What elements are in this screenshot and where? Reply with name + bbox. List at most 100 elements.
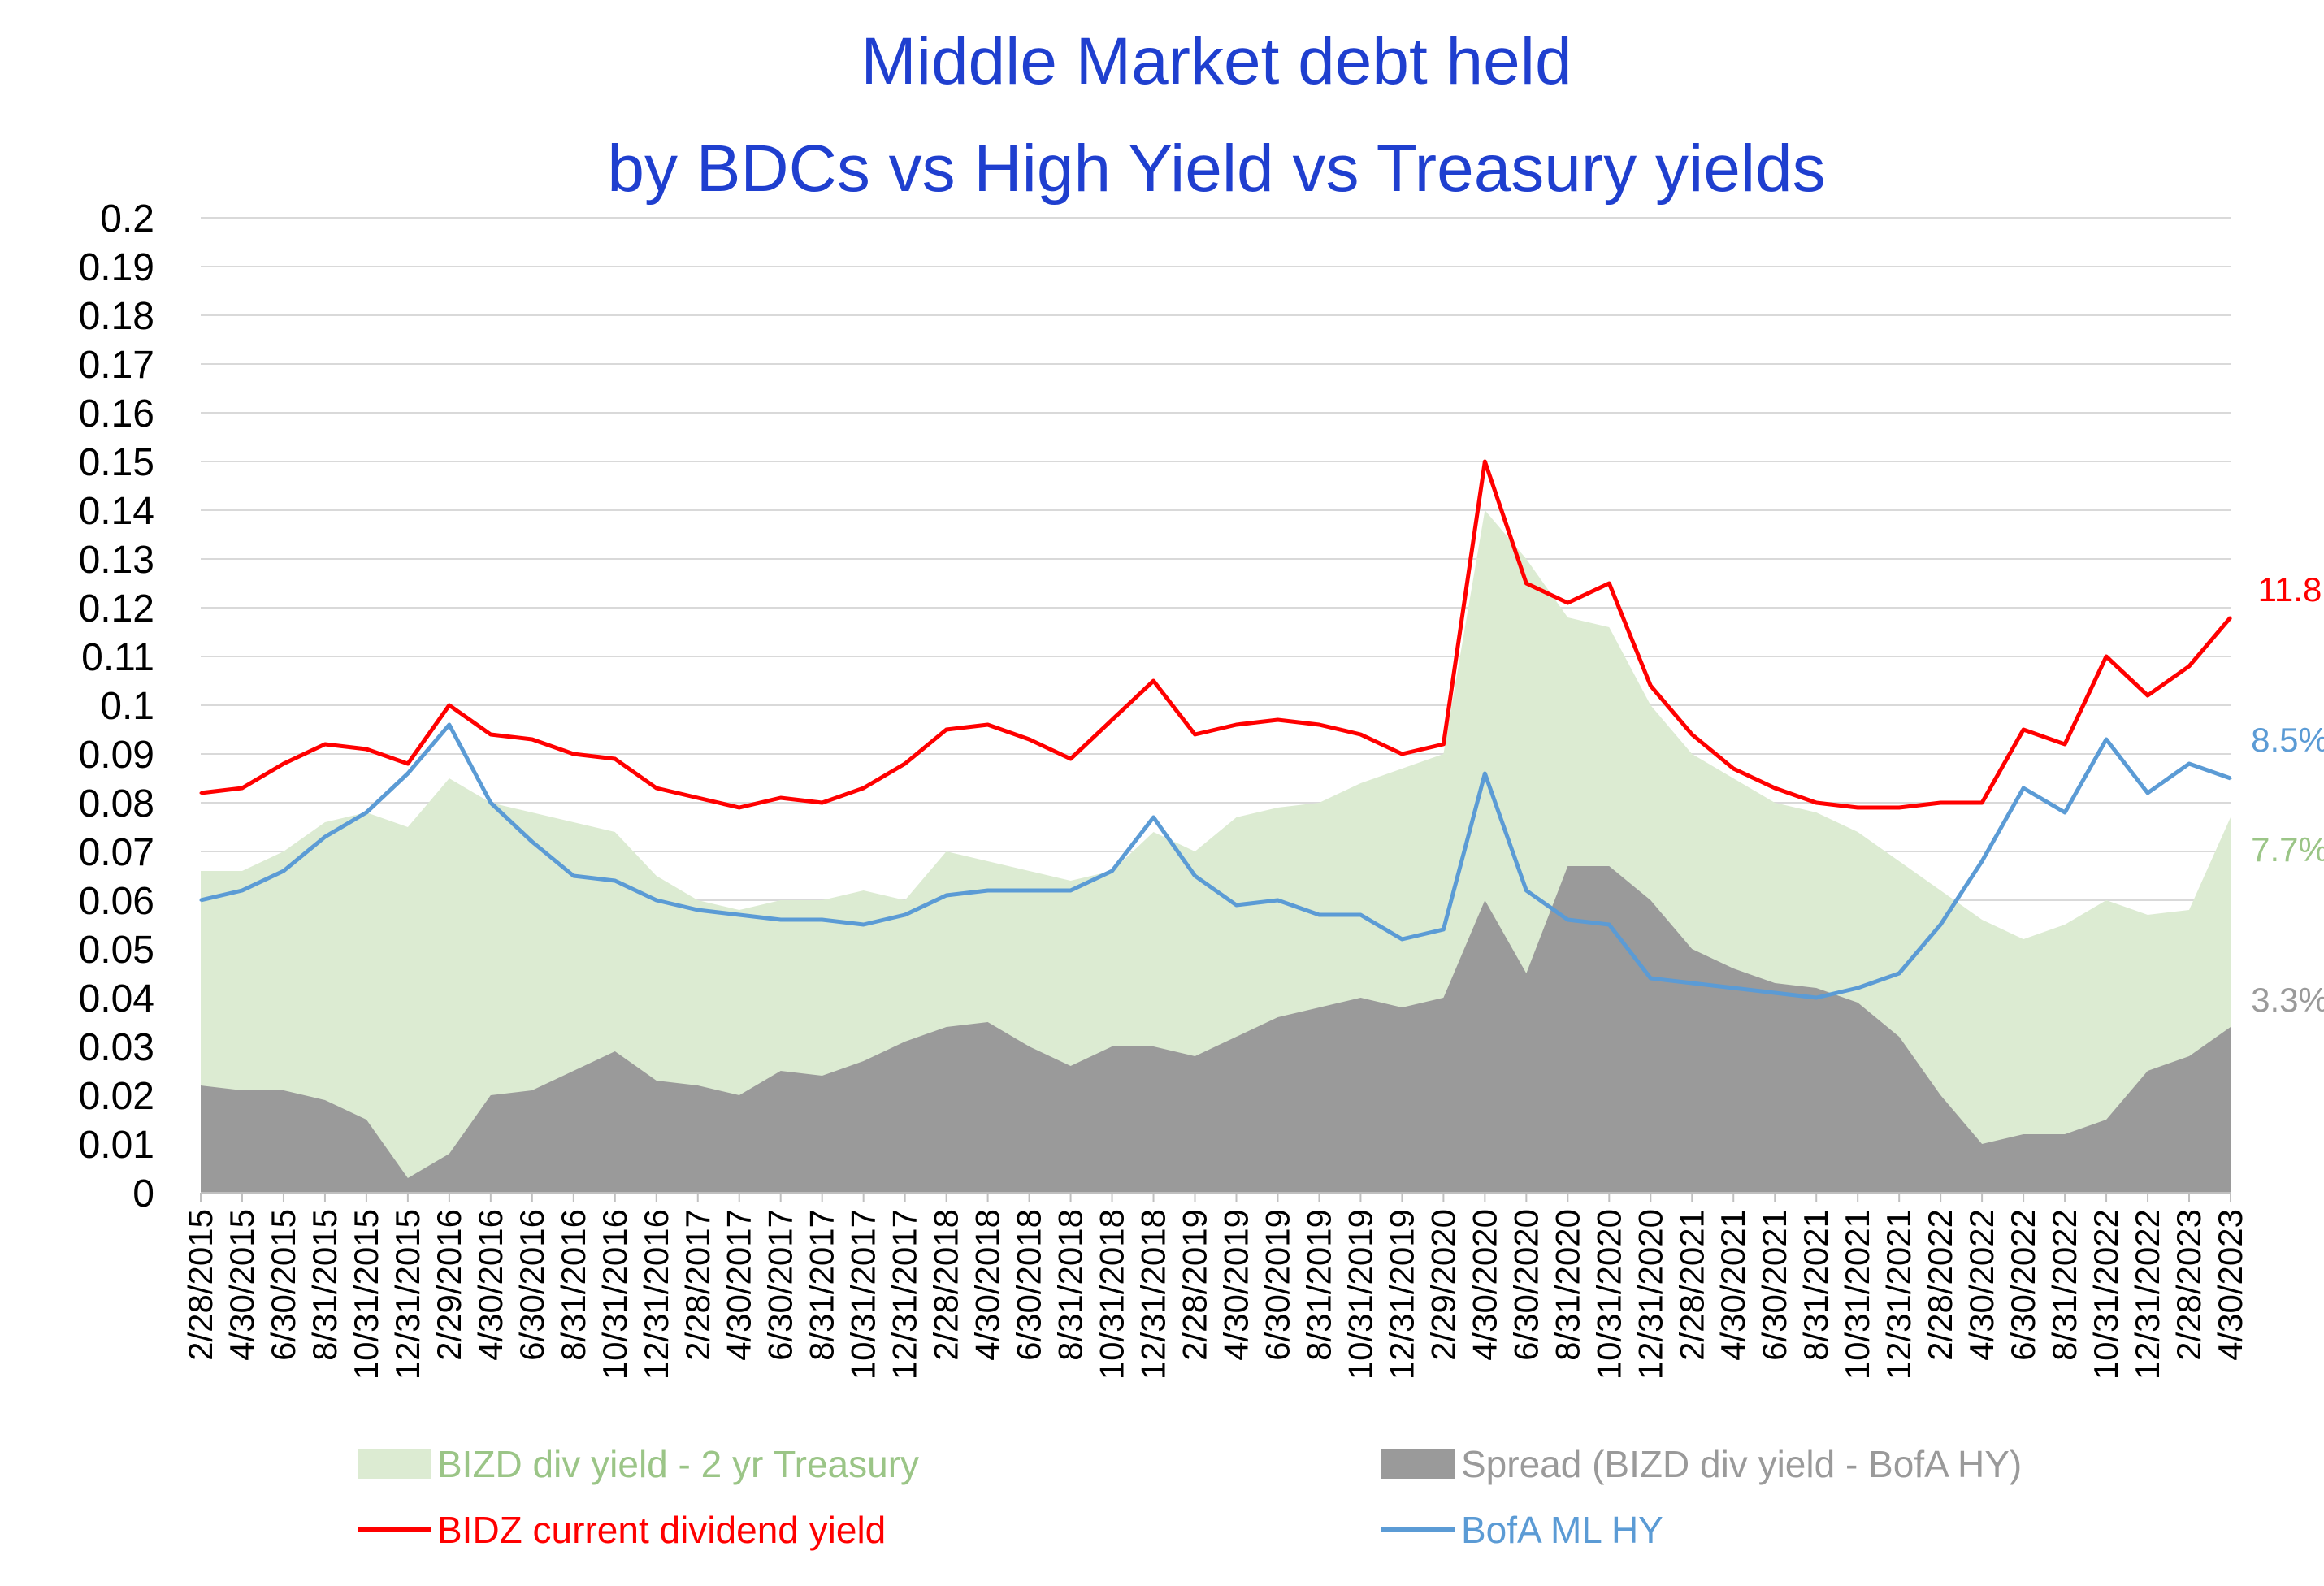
line-point [572,875,574,878]
line-point [614,880,616,882]
line-point [2147,695,2149,697]
line-point [2188,763,2191,765]
chart-title-line-2: by BDCs vs High Yield vs Treasury yields [607,132,1825,206]
legend-swatch [358,1450,431,1479]
line-point [945,895,947,897]
line-point [1069,890,1072,892]
x-tick-label: 6/30/2016 [513,1209,551,1361]
y-tick-label: 0.14 [79,490,154,533]
x-tick-label: 8/31/2021 [1797,1209,1835,1361]
line-point [1608,583,1611,585]
y-tick-label: 0.13 [79,539,154,582]
line-point [1857,987,1859,990]
x-tick-label: 10/31/2018 [1093,1209,1131,1380]
line-point [2105,656,2108,658]
y-tick-label: 0.05 [79,929,154,972]
line-point [738,914,740,916]
x-tick-label: 2/28/2023 [2170,1209,2208,1361]
x-tick-label: 10/31/2022 [2087,1209,2125,1380]
line-point [406,763,409,765]
line-point [2230,778,2232,780]
line-point [1442,929,1445,931]
x-tick-label: 2/28/2017 [679,1209,717,1361]
line-point [655,899,657,902]
x-tick-label: 8/31/2016 [554,1209,592,1361]
y-tick-label: 0.04 [79,977,154,1020]
y-tick-label: 0.12 [79,587,154,630]
line-point [1608,924,1611,926]
y-tick-label: 0.02 [79,1075,154,1118]
line-point [1235,724,1238,726]
line-point [1940,924,1942,926]
line-point [2064,743,2066,746]
line-point [1650,685,1652,687]
line-point [241,787,243,790]
end-label: 11.8 [2258,570,2322,609]
y-tick-label: 0.1 [100,685,154,728]
line-point [655,787,657,790]
x-tick-label: 6/30/2020 [1507,1209,1545,1361]
line-point [448,704,450,707]
line-point [696,909,699,912]
y-tick-label: 0.15 [79,441,154,484]
x-tick-label: 12/31/2017 [886,1209,924,1380]
line-point [1277,899,1279,902]
x-tick-label: 8/31/2019 [1299,1209,1338,1361]
line-point [1069,758,1072,760]
line-point [2188,665,2191,668]
x-tick-label: 10/31/2017 [844,1209,882,1380]
x-tick-label: 2/29/2020 [1424,1209,1462,1361]
line-point [323,836,326,838]
x-tick-label: 4/30/2021 [1714,1209,1752,1361]
line-point [1774,992,1776,994]
line-point [1152,680,1155,682]
line-point [1484,773,1486,775]
line-point [1277,719,1279,722]
line-point [1898,973,1901,975]
x-tick-label: 4/30/2023 [2211,1209,2249,1361]
y-tick-label: 0.08 [79,782,154,826]
line-point [323,743,326,746]
x-tick-label: 2/28/2022 [1921,1209,1959,1361]
line-point [1650,977,1652,980]
x-tick-label: 12/31/2020 [1631,1209,1669,1380]
end-labels: 7.7%3.3%11.88.5% [2251,570,2324,1019]
x-tick-label: 6/30/2021 [1755,1209,1793,1361]
x-tick-label: 6/30/2019 [1258,1209,1296,1361]
line-point [1898,807,1901,809]
x-tick-label: 8/31/2017 [803,1209,841,1361]
line-point [1111,719,1113,722]
line-point [1774,787,1776,790]
chart-title-line-1: Middle Market debt held [861,24,1572,98]
line-point [1857,807,1859,809]
line-point [904,763,906,765]
line-point [1691,734,1693,736]
x-tick-label: 4/30/2016 [471,1209,509,1361]
line-point [1815,997,1818,999]
x-tick-label: 8/31/2022 [2045,1209,2083,1361]
line-point [862,787,865,790]
y-tick-label: 0.11 [81,636,154,679]
line-point [2064,812,2066,814]
x-tick-label: 10/31/2019 [1341,1209,1379,1380]
line-point [531,739,533,741]
x-tick-label: 4/30/2017 [720,1209,758,1361]
y-tick-label: 0 [132,1172,154,1216]
x-tick-label: 2/28/2019 [1176,1209,1214,1361]
line-point [200,792,202,795]
x-tick-label: 12/31/2016 [637,1209,675,1380]
line-point [1567,602,1569,604]
end-label: 8.5% [2251,721,2324,759]
line-point [1525,583,1528,585]
line-point [448,724,450,726]
line-point [986,890,989,892]
line-point [489,734,492,736]
line-point [2105,739,2108,741]
line-point [2147,792,2149,795]
y-tick-label: 0.18 [79,295,154,338]
line-point [1194,734,1196,736]
line-point [779,919,782,921]
